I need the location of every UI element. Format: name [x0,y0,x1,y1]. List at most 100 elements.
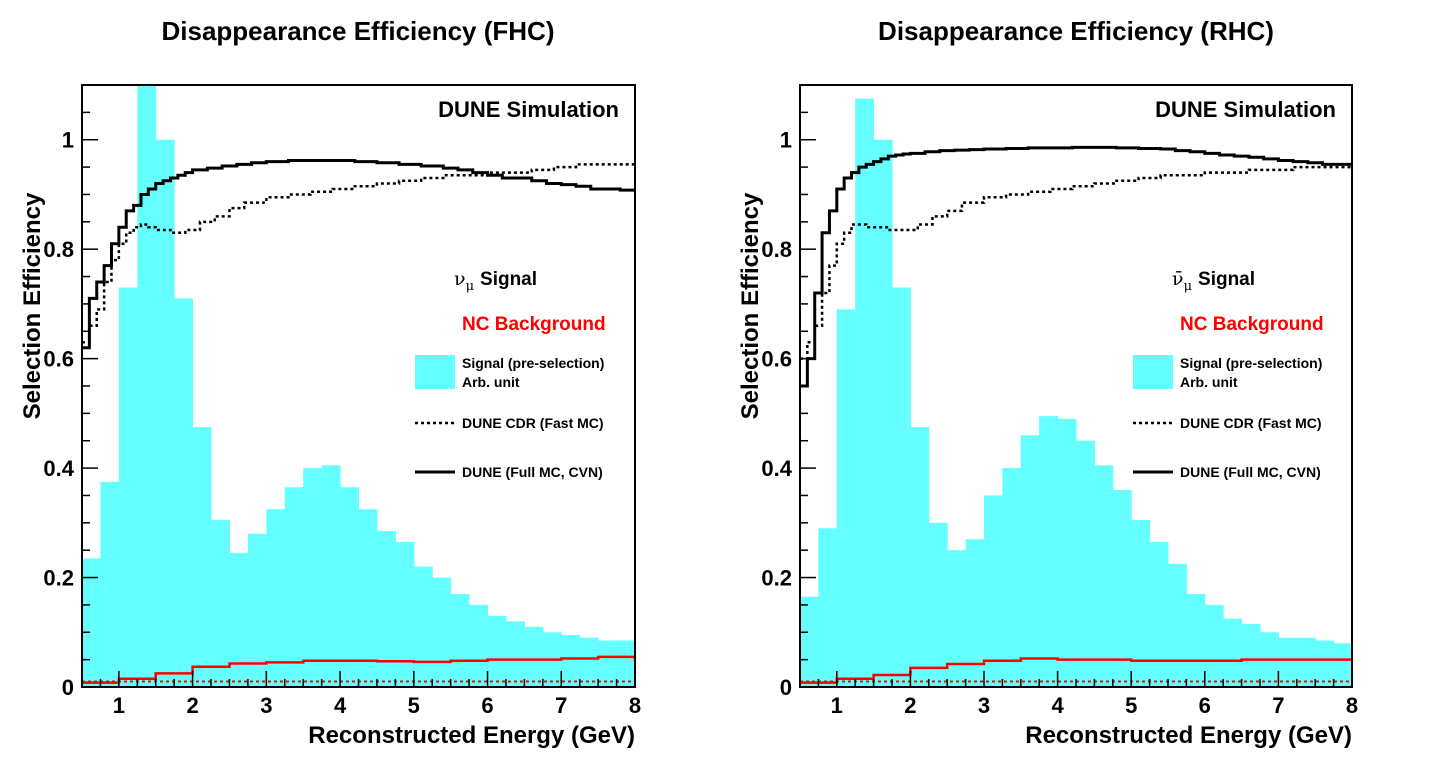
hist-bar [192,427,212,687]
legend-full-label: DUNE (Full MC, CVN) [462,464,603,480]
y-axis-label: Selection Efficiency [19,192,46,419]
x-tick-label: 1 [113,693,125,718]
x-tick-label: 5 [408,693,420,718]
x-axis-label: Reconstructed Energy (GeV) [308,722,635,749]
hist-bar [1204,604,1224,687]
legend-hist-label-2: Arb. unit [462,374,520,390]
x-tick-label: 6 [1199,693,1211,718]
hist-bar [818,528,838,687]
hist-bar [505,621,525,687]
signal-label: νμ Signal [454,268,537,294]
y-tick-label: 0.8 [761,237,792,262]
y-tick-label: 0.4 [761,456,792,481]
plot-area [82,85,635,687]
y-tick-label: 1 [780,128,792,153]
hist-bar [910,427,930,687]
legend-fast-label: DUNE CDR (Fast MC) [462,415,604,431]
hist-bar [1131,520,1151,687]
hist-bar [800,596,819,687]
hist-bar [1112,489,1132,687]
background-label: NC Background [1180,314,1324,335]
hist-bar [616,640,635,687]
hist-bar [1168,563,1187,687]
y-tick-label: 0.6 [761,347,792,372]
x-axis: 1 2 3 4 5 6 7 8 [81,671,641,718]
hist-bar [984,495,1003,687]
signal-label-mu: μ [466,279,474,294]
hist-bar [561,635,581,687]
signal-label-text: Signal [1198,269,1255,290]
hist-bar [358,509,378,687]
legend-full-label: DUNE (Full MC, CVN) [1180,464,1321,480]
hist-bar [266,509,286,687]
hist-bar [873,139,893,687]
x-tick-label: 7 [555,693,567,718]
y-axis-label: Selection Efficiency [737,192,764,419]
legend-hist-label-2: Arb. unit [1180,374,1238,390]
hist-bar [321,465,341,687]
hist-bar [1057,418,1077,687]
hist-bar [229,552,249,687]
y-tick-label: 0.4 [43,456,74,481]
hist-bar [1094,465,1114,687]
hist-bar [1149,541,1169,687]
hist-bar [137,85,157,687]
y-tick-label: 0.6 [43,347,74,372]
background-label: NC Background [462,314,606,335]
hist-bar [1333,643,1352,687]
signal-label-text: Signal [480,269,537,290]
hist-bar [1186,593,1206,687]
legend-fast-label: DUNE CDR (Fast MC) [1180,415,1322,431]
x-tick-label: 7 [1272,693,1284,718]
signal-full-line [800,145,1352,388]
hist-bar [376,531,396,687]
background-full-line [800,657,1352,684]
annotation-dune-simulation: DUNE Simulation [1155,97,1336,122]
hist-bar [155,139,175,687]
hist-bar [100,481,120,687]
signal-label-nu: ν̄ [1172,268,1184,290]
x-tick-label: 8 [629,693,641,718]
hist-bar [1223,618,1243,687]
hist-bar [340,487,359,687]
hist-bar [1076,440,1095,687]
legend-hist-swatch [1133,355,1173,389]
chart-title: Disappearance Efficiency (FHC) [161,16,554,46]
hist-bar [1020,435,1040,687]
chart-panel-fhc: Disappearance Efficiency (FHC) 1 2 3 4 5 6 7 8 Re… [19,16,641,749]
x-tick-label: 3 [260,693,272,718]
hist-bar [413,566,433,687]
y-axis: 0 0.2 0.4 0.6 0.8 1 [43,84,98,700]
legend: Signal (pre-selection) Arb. unit DUNE CDR … [1133,355,1322,480]
hist-bar [487,615,507,687]
hist-bar [82,558,101,687]
hist-bar [836,309,856,687]
hist-bar [598,640,618,687]
y-tick-label: 0 [780,675,792,700]
signal-label: ν̄μ Signal [1172,268,1255,294]
x-tick-label: 4 [334,693,347,718]
hist-bar [1241,624,1261,687]
hist-bar [450,593,470,687]
x-tick-label: 3 [978,693,990,718]
hist-bar [579,637,599,687]
signal-full-line [82,159,635,350]
legend-hist-swatch [415,355,455,389]
x-tick-label: 1 [831,693,843,718]
x-tick-label: 2 [904,693,916,718]
x-tick-label: 2 [186,693,198,718]
x-axis-label: Reconstructed Energy (GeV) [1025,722,1352,749]
hist-bar [1278,637,1298,687]
annotation-dune-simulation: DUNE Simulation [438,97,619,122]
hist-bar [1296,637,1316,687]
hist-bar [469,604,489,687]
hist-bar [928,522,948,687]
hist-bar [211,520,230,687]
hist-bar [303,468,323,687]
plot-area [800,98,1352,687]
y-tick-label: 0.8 [43,237,74,262]
x-tick-label: 8 [1346,693,1358,718]
hist-bar [1039,416,1059,687]
